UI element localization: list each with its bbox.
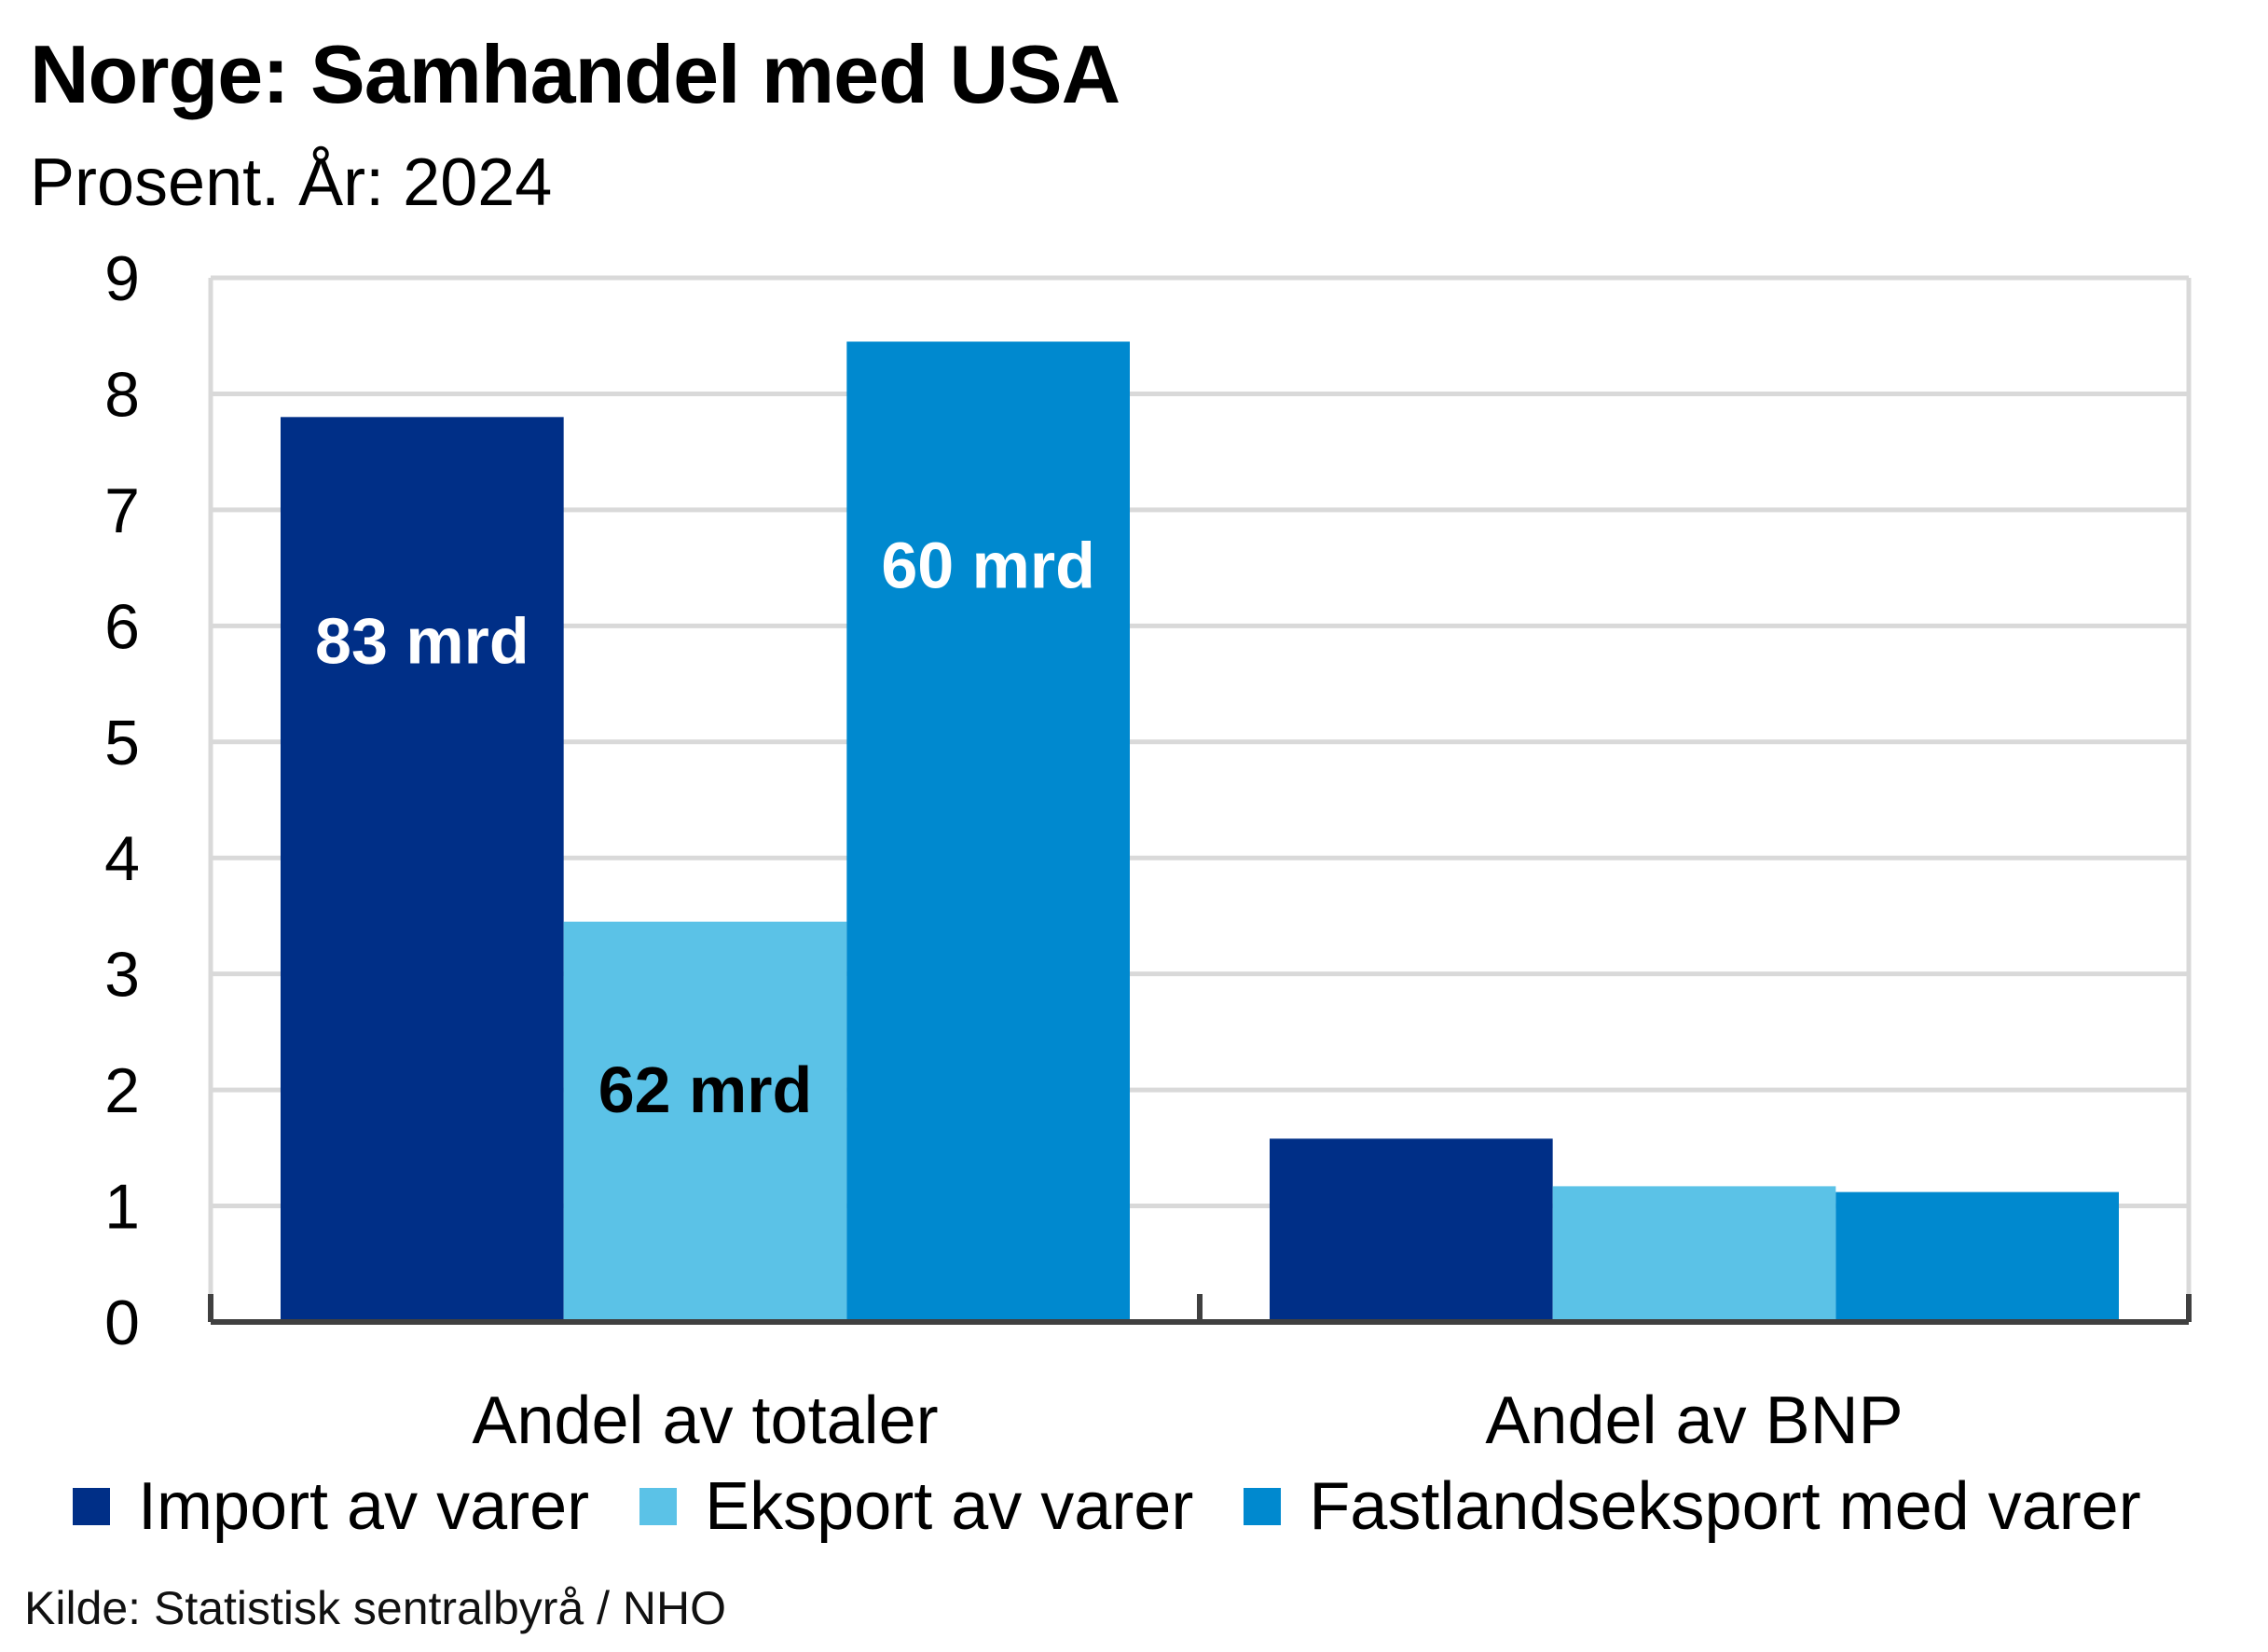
legend-swatch-fastlandseksport xyxy=(1244,1488,1282,1525)
y-tick-label-0: 0 xyxy=(104,1287,140,1358)
bar-1-cat-2 xyxy=(1270,1138,1553,1322)
legend-swatch-import xyxy=(73,1488,110,1525)
legend-label-eksport: Eksport av varer xyxy=(705,1469,1194,1544)
chart-subtitle: Prosent. År: 2024 xyxy=(30,145,553,220)
y-tick-label-6: 6 xyxy=(104,591,140,662)
y-tick-label-7: 7 xyxy=(104,475,140,546)
data-label-1-cat-1: 83 mrd xyxy=(315,604,529,677)
y-tick-label-9: 9 xyxy=(104,243,140,314)
y-tick-label-8: 8 xyxy=(104,359,140,430)
y-tick-label-4: 4 xyxy=(104,823,140,894)
legend-label-fastlandseksport: Fastlandseksport med varer xyxy=(1309,1469,2141,1544)
bar-3-cat-2 xyxy=(1835,1191,2119,1322)
legend-item-fastlandseksport: Fastlandseksport med varer xyxy=(1244,1469,2141,1544)
bar-2-cat-1 xyxy=(563,921,847,1322)
x-tick-label-1: Andel av totaler xyxy=(472,1384,938,1458)
x-tick-label-2: Andel av BNP xyxy=(1485,1384,1903,1458)
y-tick-label-3: 3 xyxy=(104,940,140,1011)
bar-2-cat-2 xyxy=(1552,1186,1836,1322)
legend-item-eksport: Eksport av varer xyxy=(639,1473,1193,1540)
source-note: Kilde: Statistisk sentralbyrå / NHO xyxy=(24,1582,727,1634)
bar-1-cat-1 xyxy=(281,417,564,1322)
chart-title: Norge: Samhandel med USA xyxy=(30,28,1120,120)
data-label-2-cat-1: 62 mrd xyxy=(598,1053,813,1126)
y-tick-label-1: 1 xyxy=(104,1172,140,1243)
legend: Import av varer Eksport av varer Fastlan… xyxy=(73,1473,2192,1540)
legend-item-import: Import av varer xyxy=(73,1473,589,1540)
legend-label-import: Import av varer xyxy=(138,1469,590,1544)
y-tick-label-2: 2 xyxy=(104,1055,140,1126)
data-label-3-cat-1: 60 mrd xyxy=(881,529,1095,601)
y-tick-label-5: 5 xyxy=(104,708,140,778)
plot-area: 0 1 2 3 4 5 6 7 8 9 83 mrd 62 mrd 60 mrd Andel av tot… xyxy=(104,243,2192,1458)
legend-swatch-eksport xyxy=(639,1488,678,1525)
bar-3-cat-1 xyxy=(846,341,1130,1322)
